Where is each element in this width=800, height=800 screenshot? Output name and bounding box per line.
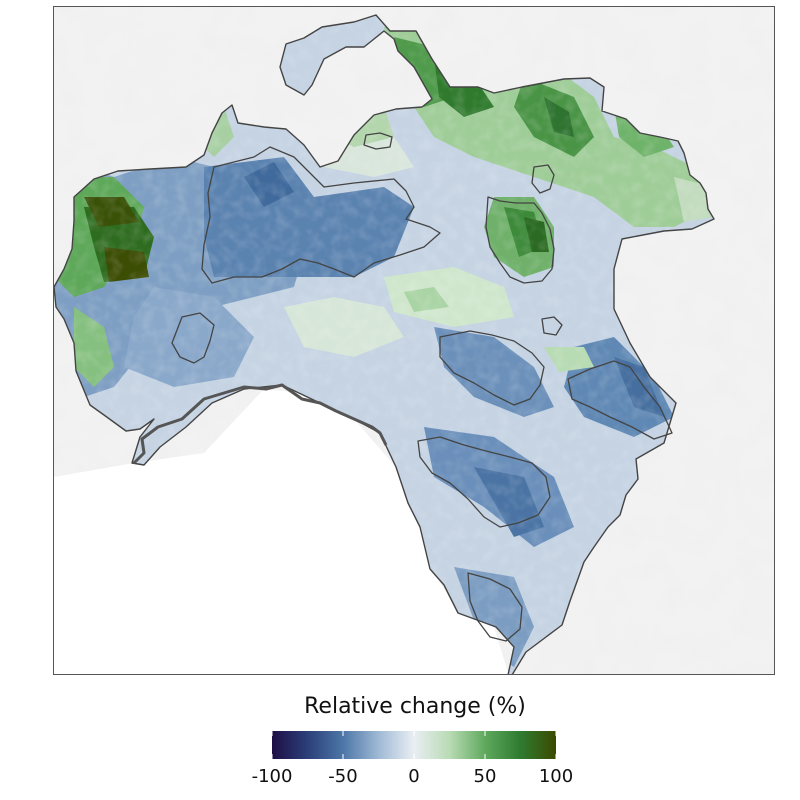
colorbar-legend: Relative change (%) -100 -50 0 50 100 bbox=[200, 690, 630, 795]
subregion-outline-hills bbox=[485, 196, 555, 284]
colorbar-tick-label: -100 bbox=[251, 766, 293, 787]
region-boundary bbox=[54, 14, 715, 674]
subregion-outline-south-tip bbox=[467, 572, 523, 642]
colorbar bbox=[272, 731, 556, 759]
subregion-outline-west-plain bbox=[201, 146, 441, 284]
colorbar-tick-label: 0 bbox=[408, 766, 420, 787]
colorbar-tick-marks bbox=[272, 731, 556, 759]
subregion-outline-lake bbox=[363, 132, 393, 150]
subregion-outline-coastal-plain bbox=[567, 360, 673, 440]
subregion-outline-southwest bbox=[171, 312, 215, 364]
colorbar-tick-label: -50 bbox=[328, 766, 358, 787]
subregion-outline-small-hill bbox=[531, 164, 555, 194]
subregion-outline-south-valley bbox=[417, 436, 551, 528]
subregion-outline-central bbox=[439, 330, 545, 406]
legend-title: Relative change (%) bbox=[304, 694, 526, 719]
colorbar-tick-label: 50 bbox=[473, 766, 497, 787]
map-svg bbox=[54, 7, 774, 674]
colorbar-tick-label: 100 bbox=[538, 766, 574, 787]
subregion-outlines bbox=[171, 132, 673, 642]
map-panel bbox=[53, 6, 775, 675]
sea-area bbox=[54, 389, 509, 674]
coastline-gulf bbox=[132, 383, 388, 465]
subregion-outline-islet bbox=[541, 316, 563, 336]
